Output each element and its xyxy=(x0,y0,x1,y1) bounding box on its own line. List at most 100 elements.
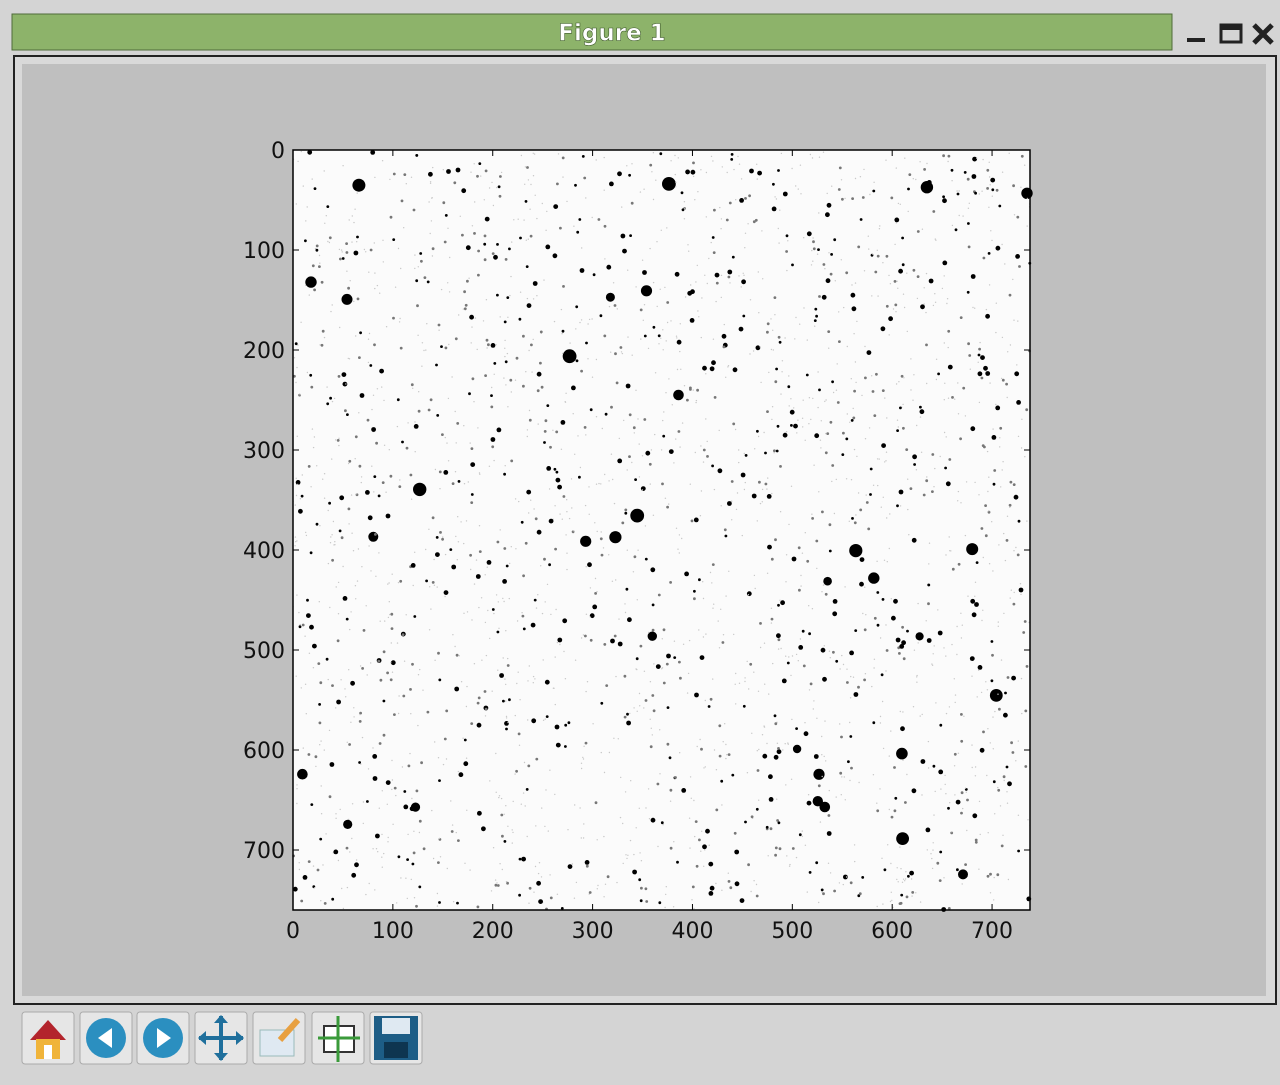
star xyxy=(931,453,934,456)
star xyxy=(940,456,941,457)
y-tick-label: 400 xyxy=(243,539,285,564)
star xyxy=(525,200,528,203)
star xyxy=(896,281,897,282)
star xyxy=(456,902,459,905)
star xyxy=(947,807,950,810)
star xyxy=(515,498,516,499)
star xyxy=(910,389,911,390)
star xyxy=(897,288,898,289)
star xyxy=(596,484,597,485)
zoom-button[interactable] xyxy=(253,1012,305,1064)
star xyxy=(496,294,499,297)
star xyxy=(729,282,730,283)
star xyxy=(769,797,774,802)
star xyxy=(458,541,459,542)
star xyxy=(334,398,335,399)
star xyxy=(383,650,386,653)
star xyxy=(491,387,492,388)
star xyxy=(484,374,487,377)
star xyxy=(931,490,934,493)
star xyxy=(1024,165,1025,166)
subplots-button[interactable] xyxy=(312,1012,364,1064)
star xyxy=(388,617,389,618)
star xyxy=(846,669,847,670)
star xyxy=(1008,879,1009,880)
star xyxy=(398,485,401,488)
star xyxy=(554,468,557,471)
star xyxy=(637,418,638,419)
star xyxy=(310,386,313,389)
star xyxy=(1024,710,1027,713)
star xyxy=(926,383,927,384)
star xyxy=(624,675,627,678)
star xyxy=(825,593,828,596)
star xyxy=(497,670,498,671)
star xyxy=(710,572,711,573)
star xyxy=(535,866,536,867)
star xyxy=(430,183,431,184)
star xyxy=(906,273,907,274)
star xyxy=(987,875,990,878)
star xyxy=(579,322,580,323)
star xyxy=(534,599,537,602)
star xyxy=(677,340,682,345)
star xyxy=(303,875,308,880)
star xyxy=(641,860,642,861)
star xyxy=(844,198,845,199)
star xyxy=(666,886,667,887)
star xyxy=(318,703,321,706)
star xyxy=(487,610,488,611)
star xyxy=(477,349,478,350)
star xyxy=(398,713,399,714)
star xyxy=(810,154,811,155)
star xyxy=(979,402,980,403)
star xyxy=(664,907,665,908)
star xyxy=(406,447,409,450)
star xyxy=(954,753,957,756)
star xyxy=(1021,678,1022,679)
star xyxy=(698,316,699,317)
star xyxy=(590,408,593,411)
star xyxy=(705,829,710,834)
star xyxy=(732,256,735,259)
star xyxy=(571,386,576,391)
star xyxy=(354,251,359,256)
star xyxy=(885,624,886,625)
star xyxy=(331,684,334,687)
star xyxy=(957,193,960,196)
star xyxy=(566,511,567,512)
star xyxy=(594,522,595,523)
minimize-button[interactable] xyxy=(1184,26,1208,42)
star xyxy=(720,780,723,783)
star xyxy=(374,272,375,273)
star xyxy=(907,331,908,332)
star xyxy=(456,422,459,425)
star xyxy=(439,488,440,489)
star xyxy=(476,559,477,560)
star xyxy=(792,557,797,562)
star xyxy=(811,250,812,251)
star xyxy=(754,448,755,449)
star xyxy=(735,703,736,704)
star xyxy=(597,839,598,840)
star xyxy=(980,748,985,753)
star xyxy=(998,708,1001,711)
star xyxy=(432,581,435,584)
save-button[interactable] xyxy=(370,1012,422,1064)
star xyxy=(779,341,782,344)
star xyxy=(451,376,452,377)
forward-button[interactable] xyxy=(137,1012,189,1064)
star xyxy=(904,801,907,804)
star xyxy=(419,252,422,255)
star xyxy=(1021,188,1032,199)
star xyxy=(445,347,448,350)
pan-button[interactable] xyxy=(195,1012,247,1064)
star xyxy=(374,533,377,536)
star xyxy=(690,484,691,485)
star xyxy=(641,486,646,491)
star xyxy=(555,704,556,705)
star xyxy=(859,582,864,587)
home-button[interactable] xyxy=(22,1012,74,1064)
star xyxy=(986,309,987,310)
back-button[interactable] xyxy=(80,1012,132,1064)
